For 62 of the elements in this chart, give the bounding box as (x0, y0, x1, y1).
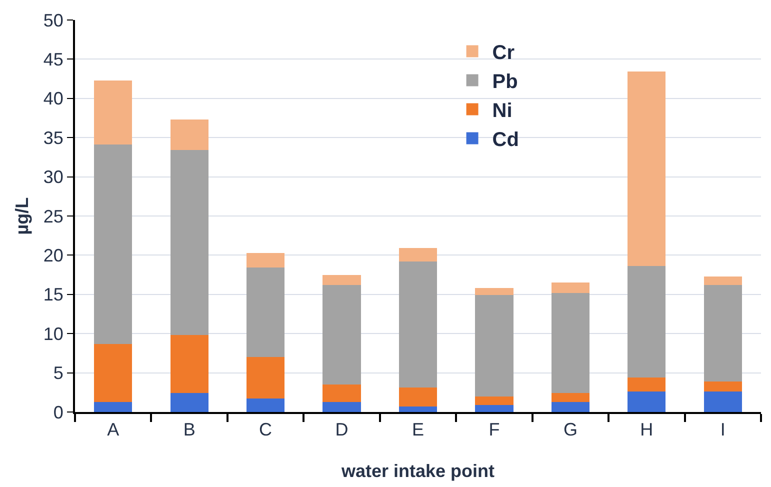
bar (322, 402, 361, 412)
bar (170, 335, 208, 394)
x-axis-title: water intake point (340, 461, 495, 481)
bar (475, 295, 514, 396)
bar (398, 406, 438, 412)
bar (246, 357, 285, 399)
bar (704, 381, 742, 392)
bar (475, 288, 514, 296)
y-tick-label: 20 (43, 246, 64, 266)
bar (398, 388, 438, 407)
y-tick-label: 15 (43, 284, 64, 305)
bar (398, 261, 438, 388)
bar (475, 396, 514, 405)
x-tick-label: G (563, 420, 578, 440)
bar (322, 274, 361, 285)
y-tick-label: 35 (43, 128, 64, 148)
legend-label: Cr (492, 42, 515, 64)
x-tick-label: A (107, 420, 120, 440)
bar (628, 392, 666, 412)
bar (551, 292, 590, 394)
legend-label: Ni (492, 100, 512, 122)
legend-label: Cd (492, 129, 519, 152)
y-tick-label: 50 (43, 10, 64, 30)
bar (322, 284, 361, 385)
y-tick-label: 0 (53, 402, 64, 422)
bar (628, 378, 666, 392)
x-tick-label: F (488, 420, 500, 440)
bar (704, 392, 742, 412)
y-tick-label: 25 (43, 206, 64, 226)
y-axis-title: µg/L (12, 197, 32, 235)
bar (704, 284, 742, 382)
bar (246, 398, 285, 412)
x-tick-label: E (412, 420, 424, 440)
bar (704, 276, 742, 285)
bar (170, 393, 208, 412)
bar (246, 252, 285, 268)
bar (94, 80, 132, 145)
y-tick-label: 45 (43, 50, 64, 70)
y-tick-label: 30 (43, 167, 64, 188)
bar (170, 120, 208, 150)
x-tick-label: D (335, 420, 348, 440)
bar (475, 404, 514, 412)
bar (246, 268, 285, 358)
x-tick-label: H (640, 420, 654, 440)
legend-label: Pb (492, 71, 518, 94)
bar (628, 266, 666, 378)
bar (551, 393, 590, 402)
bar (94, 344, 132, 402)
bar (551, 282, 590, 293)
bar (94, 144, 132, 344)
bar (551, 402, 590, 412)
x-tick-label: I (720, 420, 726, 440)
y-tick-label: 40 (43, 88, 64, 109)
x-tick-label: B (183, 420, 196, 440)
y-tick-label: 10 (43, 324, 64, 344)
bar (170, 150, 208, 336)
bar (94, 402, 132, 412)
bar (628, 72, 666, 266)
x-tick-label: C (259, 420, 272, 440)
bar (398, 248, 438, 262)
y-tick-label: 5 (53, 363, 64, 384)
bar (322, 384, 361, 402)
